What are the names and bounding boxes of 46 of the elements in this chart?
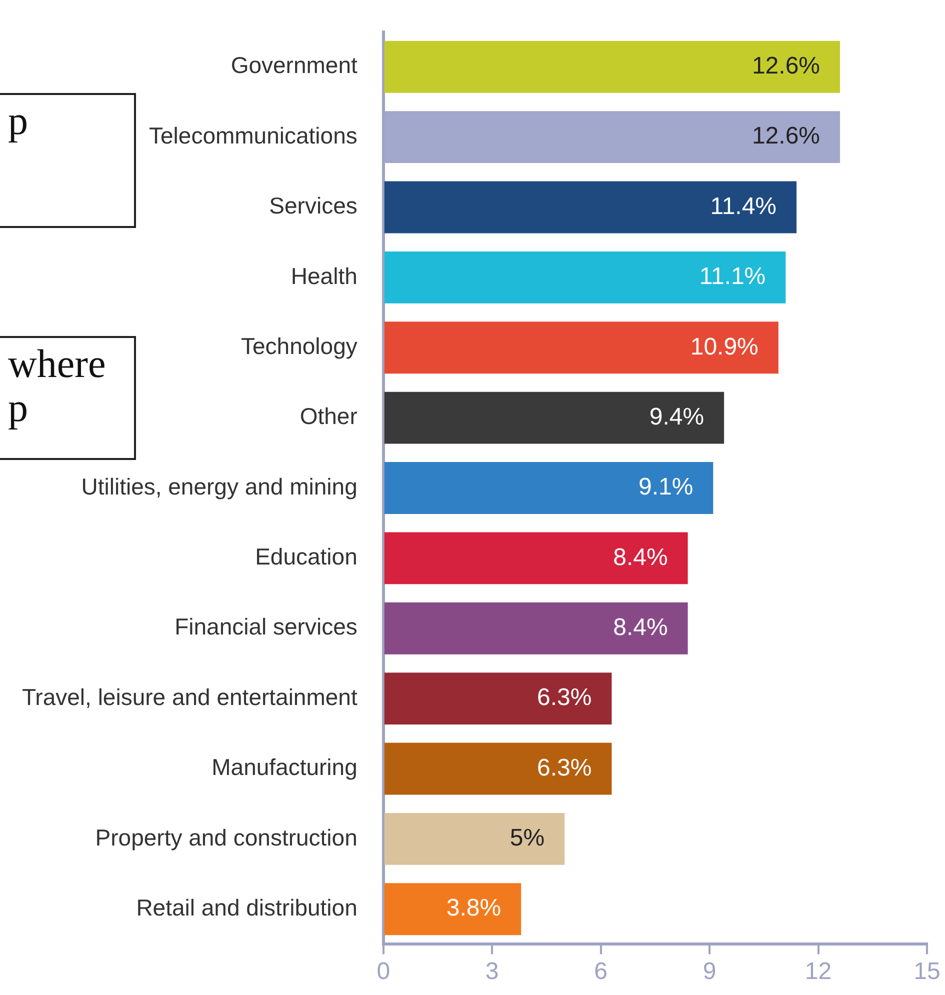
data-label: 8.4%: [613, 614, 668, 641]
data-label: 8.4%: [613, 544, 668, 571]
y-tick-label: Utilities, energy and mining: [81, 473, 358, 500]
bar: [384, 251, 786, 304]
y-tick-label: Technology: [241, 332, 358, 359]
y-tick-label: Other: [300, 403, 358, 430]
data-label: 6.3%: [536, 754, 592, 782]
y-tick-label: Education: [255, 544, 358, 570]
bar: [384, 742, 612, 795]
x-tick-label: 0: [376, 958, 390, 986]
bar: [384, 462, 714, 514]
data-label: 9.4%: [649, 403, 704, 430]
text-box: p: [0, 93, 136, 228]
x-tick-label: 9: [702, 958, 716, 986]
x-tick-label: 12: [804, 958, 832, 986]
bar: [384, 672, 612, 725]
data-label: 12.6%: [752, 122, 820, 150]
bar: [384, 883, 522, 936]
bar: [384, 602, 688, 654]
data-label: 11.1%: [699, 263, 766, 290]
bar: [384, 532, 688, 584]
y-tick-label: Health: [290, 262, 358, 289]
y-tick-label: Property and construction: [95, 824, 358, 850]
bar: [384, 812, 565, 865]
x-tick-label: 6: [594, 958, 608, 986]
x-tick-label: 3: [485, 958, 499, 986]
x-tick-label: 15: [914, 958, 940, 986]
y-tick-label: Retail and distribution: [136, 894, 358, 920]
y-tick-label: Government: [230, 52, 358, 78]
y-tick-label: Telecommunications: [149, 122, 358, 148]
y-tick-label: Manufacturing: [212, 754, 358, 780]
y-tick-label: Travel, leisure and entertainment: [22, 684, 358, 710]
data-label: 11.4%: [710, 192, 777, 220]
data-label: 10.9%: [690, 333, 758, 360]
data-label: 3.8%: [446, 894, 502, 922]
text-box: where p: [0, 336, 136, 460]
data-label: 5%: [510, 824, 545, 852]
y-tick-label: Services: [269, 192, 358, 219]
data-label: 12.6%: [752, 52, 820, 80]
data-label: 6.3%: [536, 684, 592, 712]
data-label: 9.1%: [638, 474, 694, 501]
bar: [384, 40, 840, 93]
y-tick-label: Financial services: [174, 614, 358, 640]
bar: [384, 322, 778, 374]
bar: [384, 181, 797, 234]
bar: [384, 392, 724, 444]
